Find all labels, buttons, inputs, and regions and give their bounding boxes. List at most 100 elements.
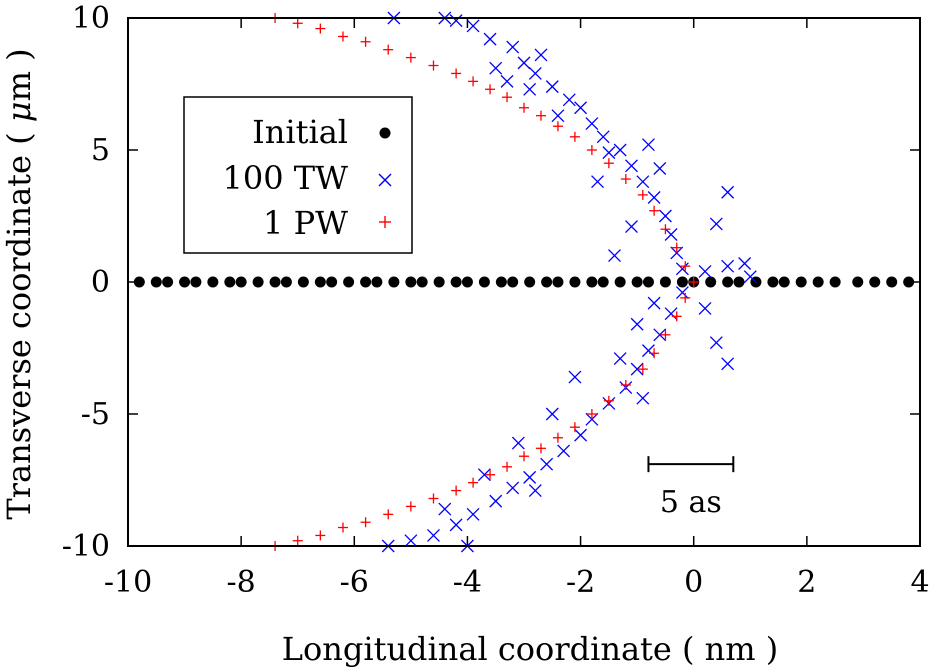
data-point-initial	[541, 276, 553, 288]
data-point-100tw	[534, 48, 548, 62]
data-point-1pw	[535, 110, 546, 121]
data-point-initial	[450, 276, 462, 288]
data-point-1pw	[405, 501, 416, 512]
data-point-initial	[552, 276, 564, 288]
data-point-1pw	[620, 379, 631, 390]
data-point-100tw	[721, 185, 735, 199]
data-point-100tw	[721, 259, 735, 273]
data-point-100tw	[574, 101, 588, 115]
x-tick-label: -10	[104, 565, 152, 600]
data-point-100tw	[528, 484, 542, 498]
data-point-initial	[495, 276, 507, 288]
data-point-1pw	[620, 174, 631, 185]
data-point-1pw	[603, 158, 614, 169]
scale-bar-label: 5 as	[660, 485, 722, 520]
data-point-100tw	[721, 357, 735, 371]
data-point-initial	[903, 276, 915, 288]
data-point-100tw	[653, 162, 667, 175]
data-point-100tw	[466, 507, 480, 521]
y-tick-label: -5	[81, 397, 110, 432]
legend-label-100tw: 100 TW	[223, 159, 349, 197]
data-point-100tw	[698, 301, 712, 315]
data-point-1pw	[337, 31, 348, 42]
data-point-initial	[676, 276, 688, 288]
data-point-1pw	[383, 509, 394, 520]
data-point-1pw	[502, 461, 513, 472]
data-point-1pw	[680, 261, 691, 272]
data-point-100tw	[608, 249, 621, 263]
data-point-100tw	[738, 257, 752, 270]
data-point-100tw	[613, 352, 627, 366]
data-point-initial	[631, 276, 643, 288]
data-point-1pw	[519, 102, 529, 113]
data-point-100tw	[574, 428, 588, 442]
data-point-initial	[722, 276, 734, 288]
data-point-1pw	[569, 131, 580, 142]
data-point-initial	[162, 276, 174, 288]
data-point-1pw	[535, 443, 546, 454]
data-point-initial	[388, 276, 400, 288]
data-point-initial	[433, 276, 445, 288]
data-point-100tw	[449, 14, 463, 28]
data-point-initial	[461, 276, 473, 288]
data-point-initial	[269, 276, 281, 288]
data-point-initial	[795, 276, 807, 288]
data-point-100tw	[466, 19, 480, 33]
data-point-initial	[252, 276, 264, 288]
data-point-100tw	[647, 296, 661, 310]
data-point-initial	[360, 276, 372, 288]
data-point-100tw	[675, 286, 689, 300]
data-point-1pw	[292, 18, 303, 29]
data-point-initial	[150, 276, 162, 288]
data-point-initial	[597, 276, 609, 288]
data-point-1pw	[502, 92, 513, 103]
data-point-100tw	[630, 317, 644, 331]
x-tick-label: -2	[566, 565, 595, 600]
data-point-100tw	[670, 246, 684, 260]
data-point-initial	[235, 276, 247, 288]
data-point-100tw	[585, 117, 599, 131]
y-axis-title: Transverse coordinate ( μm )	[0, 48, 38, 519]
data-point-100tw	[664, 307, 678, 321]
x-tick-label: 2	[797, 565, 816, 600]
data-point-initial	[326, 276, 338, 288]
data-point-100tw	[545, 407, 559, 421]
data-point-1pw	[337, 522, 348, 533]
data-point-1pw	[552, 432, 563, 443]
data-point-100tw	[636, 175, 650, 189]
data-point-100tw	[551, 109, 565, 123]
data-point-100tw	[511, 436, 525, 450]
scale-bar: 5 as	[647, 456, 735, 520]
data-point-1pw	[671, 242, 682, 253]
data-point-100tw	[641, 138, 655, 152]
data-point-100tw	[506, 40, 520, 54]
data-point-initial	[829, 276, 841, 288]
data-point-100tw	[709, 336, 723, 350]
data-point-initial	[224, 276, 236, 288]
data-point-1pw	[637, 364, 648, 375]
data-point-1pw	[485, 84, 496, 95]
data-point-1pw	[637, 189, 648, 200]
series-initial	[133, 276, 915, 288]
data-point-initial	[371, 276, 383, 288]
data-point-100tw	[517, 56, 531, 70]
x-axis-title: Longitudinal coordinate ( nm )	[282, 630, 779, 668]
data-point-initial	[133, 276, 145, 288]
data-point-initial	[869, 276, 881, 288]
data-point-initial	[280, 276, 292, 288]
data-point-1pw	[552, 121, 563, 132]
data-point-1pw	[569, 422, 580, 433]
data-point-100tw	[596, 130, 610, 144]
data-point-initial	[314, 276, 326, 288]
data-point-100tw	[523, 470, 537, 484]
data-point-100tw	[449, 518, 463, 532]
data-point-100tw	[647, 191, 661, 204]
data-point-100tw	[698, 264, 712, 278]
data-point-initial	[405, 276, 417, 288]
data-point-initial	[852, 276, 864, 288]
data-point-1pw	[360, 36, 371, 47]
data-point-100tw	[557, 444, 571, 458]
x-tick-label: 0	[684, 565, 703, 600]
data-point-1pw	[586, 409, 597, 419]
data-point-1pw	[428, 60, 439, 71]
